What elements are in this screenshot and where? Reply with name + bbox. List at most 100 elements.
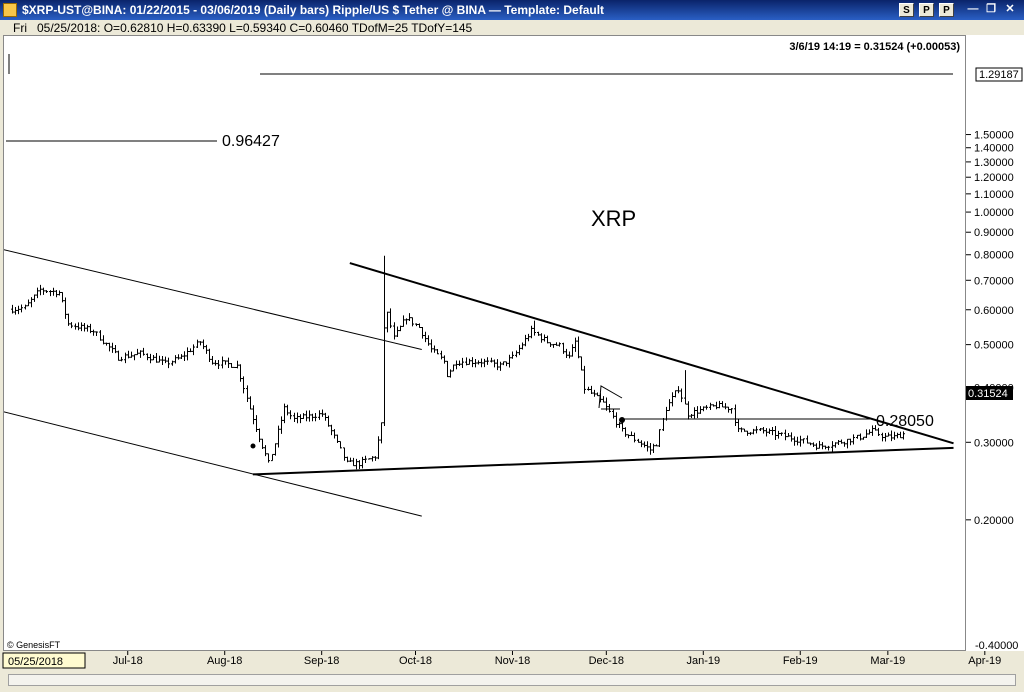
price-bar	[339, 440, 342, 449]
price-bar	[846, 438, 849, 449]
price-bar	[824, 445, 827, 450]
price-bar	[799, 435, 802, 447]
restore-icon[interactable]: ❐	[986, 3, 996, 15]
price-bar	[333, 429, 336, 439]
price-bar	[67, 313, 70, 326]
x-tick-label: Aug-18	[207, 655, 242, 667]
price-bar	[205, 344, 208, 354]
price-bar	[246, 385, 249, 402]
price-bar	[127, 350, 130, 359]
p-button[interactable]: P	[919, 3, 934, 17]
s-button[interactable]: S	[899, 3, 914, 17]
price-bar	[142, 347, 145, 356]
price-bar	[755, 426, 758, 434]
price-bar	[396, 326, 399, 337]
price-bar	[27, 299, 30, 307]
info-day: Fri	[13, 21, 27, 35]
price-bar	[699, 406, 702, 414]
x-tick-label: Sep-18	[304, 655, 339, 667]
price-bar	[308, 410, 311, 422]
y-tick-label: 1.00000	[974, 207, 1014, 219]
price-bar	[324, 412, 327, 421]
price-bar	[496, 359, 499, 371]
price-bar	[549, 342, 552, 348]
price-bar	[355, 458, 358, 470]
price-bar	[286, 404, 289, 416]
price-bar	[474, 358, 477, 368]
price-bar	[893, 431, 896, 440]
p2-button[interactable]: P	[939, 3, 954, 17]
price-bar	[436, 349, 439, 355]
price-tag-current-box	[966, 386, 1013, 400]
price-bar	[455, 360, 458, 370]
price-bar	[684, 370, 687, 405]
price-bar	[233, 366, 236, 369]
quote-readout: 3/6/19 14:19 = 0.31524 (+0.00053)	[789, 41, 960, 53]
price-bar	[58, 290, 61, 296]
price-bar	[55, 289, 58, 298]
level-label-high: 0.96427	[222, 133, 280, 150]
price-bar	[527, 333, 530, 342]
price-bar	[133, 354, 136, 361]
price-bar	[881, 432, 884, 442]
price-bar	[831, 441, 834, 452]
price-bar	[39, 284, 42, 296]
price-bar	[239, 364, 242, 382]
chart-label: XRP	[591, 206, 636, 231]
price-bar	[565, 348, 568, 359]
chart-canvas[interactable]: 0.96427 0.28050 XRP 3/6/19 14:19 = 0.315…	[4, 36, 965, 650]
price-axis[interactable]: 1.50000 1.40000 1.30000 1.20000 1.10000 1.000…	[966, 35, 1024, 651]
x-tick-label: Dec-18	[589, 655, 624, 667]
price-bar	[224, 360, 227, 365]
price-bar	[787, 433, 790, 438]
price-bar	[834, 442, 837, 448]
price-bar	[530, 325, 533, 339]
price-bar	[186, 347, 189, 361]
price-bar	[364, 455, 367, 464]
price-bar	[577, 336, 580, 359]
price-bar	[174, 355, 177, 364]
price-bar	[458, 360, 461, 366]
price-bar	[796, 436, 799, 446]
price-bar	[702, 406, 705, 412]
price-bar	[446, 360, 449, 378]
price-bar	[255, 415, 258, 432]
price-tag-upper: 1.29187	[979, 69, 1019, 81]
price-bar	[155, 352, 158, 363]
price-bar	[386, 311, 389, 333]
x-tick-label: Nov-18	[495, 655, 530, 667]
close-icon[interactable]: ✕	[1005, 3, 1015, 15]
price-bar	[221, 356, 224, 369]
minimize-icon[interactable]: —	[967, 3, 979, 15]
price-bar	[633, 432, 636, 443]
price-bar	[837, 440, 840, 446]
scroll-track[interactable]	[8, 674, 1016, 686]
price-bar	[696, 406, 699, 418]
price-bar	[430, 339, 433, 353]
price-bar	[815, 443, 818, 451]
horizontal-scrollbar[interactable]	[0, 670, 1024, 692]
price-bar	[771, 426, 774, 436]
chart-plot-area[interactable]: 0.96427 0.28050 XRP 3/6/19 14:19 = 0.315…	[3, 35, 966, 651]
price-bar	[214, 360, 217, 366]
y-tick-label: 1.40000	[974, 143, 1014, 155]
price-bar	[602, 396, 605, 403]
price-bar	[580, 356, 583, 371]
price-bar	[330, 424, 333, 436]
price-bar	[505, 361, 508, 367]
price-bar	[280, 416, 283, 434]
x-tick-label: Apr-19	[968, 655, 1001, 667]
price-bar	[33, 294, 36, 302]
price-bar	[465, 357, 468, 366]
price-bar	[99, 330, 102, 341]
price-bar	[877, 427, 880, 436]
price-bar	[415, 323, 418, 327]
price-bar	[780, 432, 783, 436]
price-bar	[596, 392, 599, 397]
window-title: $XRP-UST@BINA: 01/22/2015 - 03/06/2019 (…	[22, 3, 605, 17]
price-bar	[521, 342, 524, 350]
price-bar	[30, 297, 33, 308]
x-tick-label: Feb-19	[783, 655, 818, 667]
price-bar	[508, 354, 511, 368]
price-bar	[737, 419, 740, 433]
